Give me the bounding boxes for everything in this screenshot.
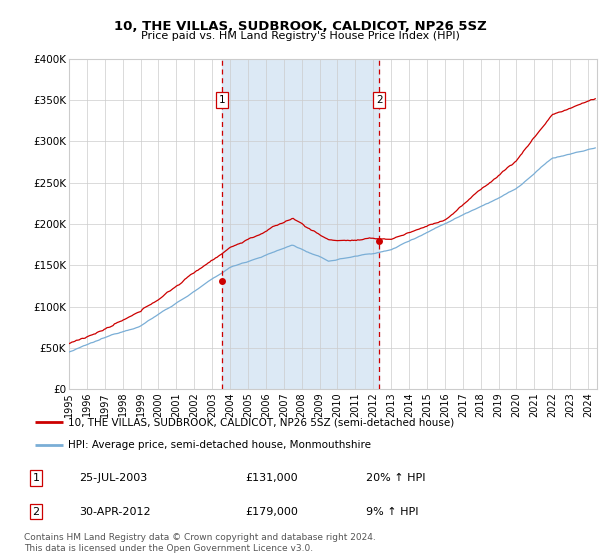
Text: £179,000: £179,000 [245,507,298,517]
Text: 9% ↑ HPI: 9% ↑ HPI [366,507,419,517]
Text: 2: 2 [32,507,40,517]
Text: Price paid vs. HM Land Registry's House Price Index (HPI): Price paid vs. HM Land Registry's House … [140,31,460,41]
Text: 1: 1 [32,473,40,483]
Text: £131,000: £131,000 [245,473,298,483]
Text: 30-APR-2012: 30-APR-2012 [79,507,151,517]
Text: 25-JUL-2003: 25-JUL-2003 [79,473,148,483]
Text: 20% ↑ HPI: 20% ↑ HPI [366,473,426,483]
Text: Contains HM Land Registry data © Crown copyright and database right 2024.
This d: Contains HM Land Registry data © Crown c… [24,533,376,553]
Text: 2: 2 [376,95,382,105]
Text: 10, THE VILLAS, SUDBROOK, CALDICOT, NP26 5SZ (semi-detached house): 10, THE VILLAS, SUDBROOK, CALDICOT, NP26… [68,417,454,427]
Text: HPI: Average price, semi-detached house, Monmouthshire: HPI: Average price, semi-detached house,… [68,440,371,450]
Text: 10, THE VILLAS, SUDBROOK, CALDICOT, NP26 5SZ: 10, THE VILLAS, SUDBROOK, CALDICOT, NP26… [113,20,487,32]
Bar [222,59,379,389]
Text: 1: 1 [219,95,226,105]
